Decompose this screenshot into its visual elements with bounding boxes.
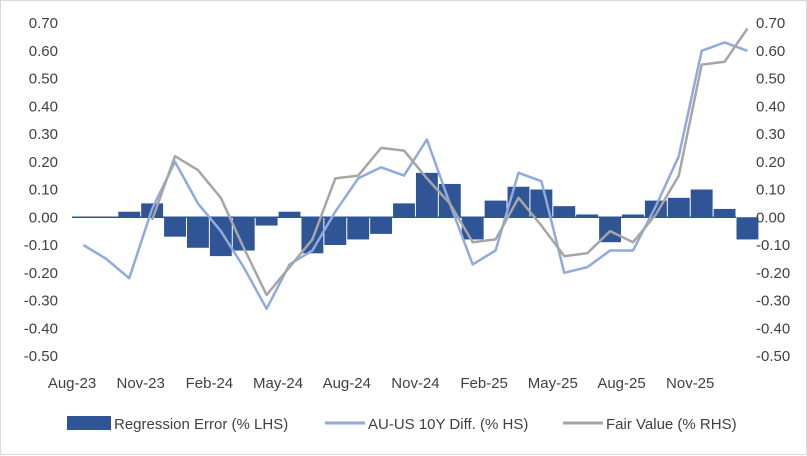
regression-error-bar [186, 217, 209, 248]
legend-fair-value: Fair Value (% RHS) [563, 416, 737, 433]
y-left-tick-label: -0.10 [24, 237, 58, 254]
y-right-tick-label: -0.30 [756, 293, 790, 310]
y-left-tick-label: 0.10 [29, 182, 58, 199]
x-axis: Aug-23 Nov-23 Feb-24 May-24 Aug-24 Nov-24 Feb-… [48, 375, 715, 392]
regression-error-bar [736, 217, 759, 240]
y-right-tick-label: 0.40 [756, 98, 785, 115]
regression-error-bar [118, 211, 141, 218]
legend-swatch [67, 416, 111, 430]
x-tick-label: Aug-23 [48, 375, 96, 392]
y-left-tick-label: -0.40 [24, 320, 58, 337]
y-left-tick-label: 0.60 [29, 43, 58, 60]
y-right-tick-label: 0.20 [756, 154, 785, 171]
y-right-tick-label: 0.70 [756, 15, 785, 32]
regression-error-bar [576, 214, 599, 218]
regression-error-bar [553, 206, 576, 218]
x-tick-label: Nov-23 [117, 375, 165, 392]
regression-error-bar [713, 208, 736, 218]
y-left-tick-label: -0.20 [24, 265, 58, 282]
x-tick-label: May-25 [528, 375, 578, 392]
y-left-tick-label: -0.50 [24, 348, 58, 365]
y-axis-right: 0.70 0.60 0.50 0.40 0.30 0.20 0.10 0.00 -0.10 -0.… [756, 15, 790, 365]
y-right-tick-label: -0.40 [756, 320, 790, 337]
y-right-tick-label: 0.50 [756, 71, 785, 88]
regression-error-bar [622, 214, 644, 218]
x-tick-label: Feb-25 [460, 375, 508, 392]
regression-error-bar [255, 217, 278, 226]
legend-label: Fair Value (% RHS) [606, 416, 737, 433]
x-tick-label: May-24 [253, 375, 303, 392]
y-left-tick-label: 0.30 [29, 126, 58, 143]
fair-value-line [150, 27, 749, 297]
legend-regression-error: Regression Error (% LHS) [67, 416, 288, 433]
y-right-tick-label: -0.20 [756, 265, 790, 282]
x-tick-label: Nov-25 [666, 375, 714, 392]
y-left-tick-label: 0.40 [29, 98, 58, 115]
y-right-tick-label: 0.10 [756, 182, 785, 199]
x-tick-label: Aug-25 [597, 375, 645, 392]
x-tick-label: Feb-24 [186, 375, 234, 392]
y-right-tick-label: 0.60 [756, 43, 785, 60]
regression-error-bar [278, 211, 301, 218]
y-left-tick-label: 0.50 [29, 71, 58, 88]
y-axis-left: 0.70 0.60 0.50 0.40 0.30 0.20 0.10 0.00 -0.10 -0.… [24, 15, 58, 365]
regression-error-bar [667, 197, 690, 218]
regression-error-bar [209, 217, 232, 257]
legend-label: Regression Error (% LHS) [114, 416, 288, 433]
legend-au-us-10y-diff: AU-US 10Y Diff. (% HS) [325, 416, 528, 433]
x-tick-label: Nov-24 [391, 375, 439, 392]
x-tick-label: Aug-24 [323, 375, 371, 392]
regression-error-bar [324, 217, 347, 245]
regression-error-bar [530, 189, 553, 218]
legend-label: AU-US 10Y Diff. (% HS) [368, 416, 528, 433]
y-left-tick-label: 0.70 [29, 15, 58, 32]
y-right-tick-label: 0.30 [756, 126, 785, 143]
legend: Regression Error (% LHS) AU-US 10Y Diff. … [67, 416, 737, 433]
regression-error-bar [690, 189, 713, 218]
y-left-tick-label: 0.20 [29, 154, 58, 171]
regression-error-bar [164, 217, 186, 237]
regression-error-bar [370, 217, 393, 234]
au-us-10y-diff-line [82, 41, 748, 311]
regression-error-bar [347, 217, 370, 240]
series-lines [82, 27, 749, 311]
regression-error-bar [232, 217, 255, 251]
regression-error-bar [393, 203, 415, 218]
y-left-tick-label: 0.00 [29, 209, 58, 226]
regression-error-bar [484, 200, 507, 218]
y-left-tick-label: -0.30 [24, 293, 58, 310]
y-right-tick-label: -0.50 [756, 348, 790, 365]
y-right-tick-label: 0.00 [756, 209, 785, 226]
y-right-tick-label: -0.10 [756, 237, 790, 254]
